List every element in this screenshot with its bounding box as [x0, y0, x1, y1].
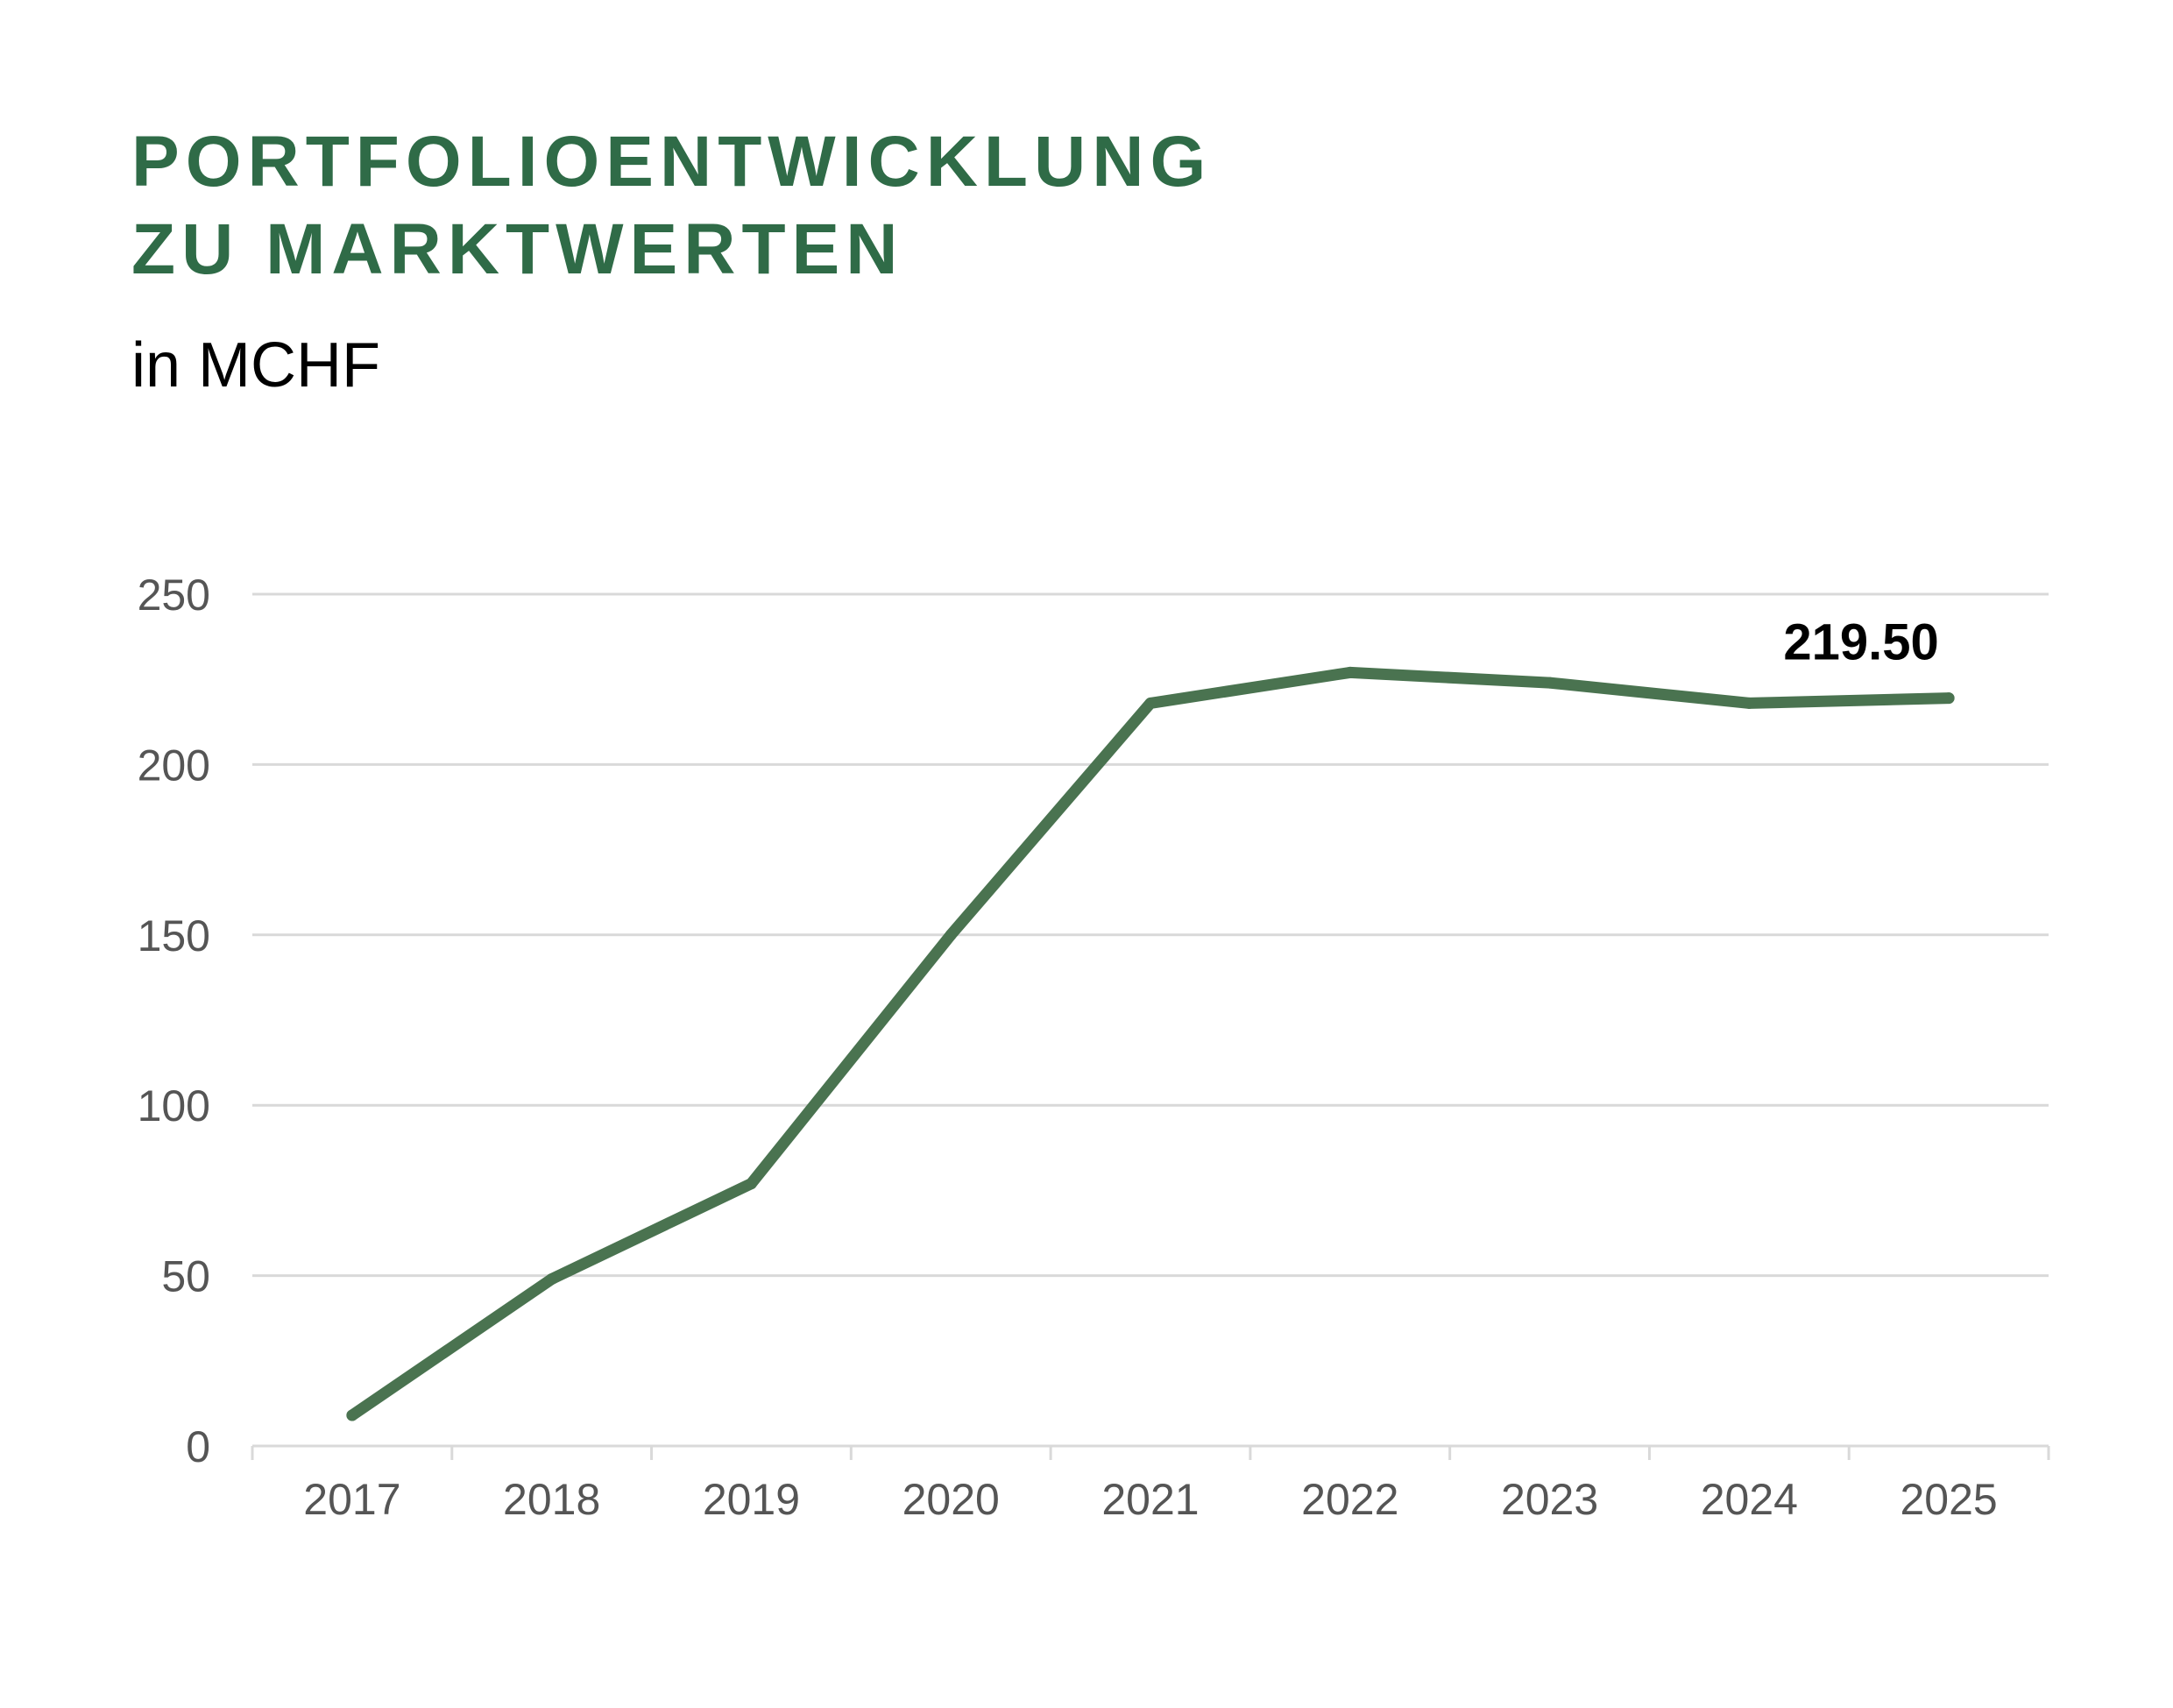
x-tick-label-2024: 2024 [1701, 1475, 1798, 1524]
series-line [346, 666, 1955, 1421]
chart-title-line-1: PORTFOLIOENTWICKLUNG [131, 122, 1213, 202]
x-tick-label-2018: 2018 [503, 1475, 600, 1524]
y-tick-label-250: 250 [138, 571, 210, 620]
x-tick-label-2023: 2023 [1501, 1475, 1598, 1524]
x-axis [251, 1444, 2050, 1460]
chart-subtitle-unit: in MCHF [131, 330, 380, 400]
chart-title: PORTFOLIOENTWICKLUNG ZU MARKTWERTEN [131, 118, 1212, 294]
y-tick-label-150: 150 [138, 911, 210, 960]
data-point-2025 [1943, 692, 1955, 705]
x-tick-label-2017: 2017 [303, 1475, 400, 1524]
data-point-2021 [1144, 697, 1157, 709]
data-labels: 219.50 [1783, 614, 1938, 671]
series-portfolio [346, 666, 1955, 1421]
data-point-2018 [546, 1272, 558, 1285]
y-axis-tick-labels: 0 50 100 150 200 250 [138, 571, 210, 1471]
data-label-2025: 219.50 [1783, 614, 1938, 671]
x-tick-label-2020: 2020 [902, 1475, 1000, 1524]
data-point-2022 [1344, 666, 1356, 678]
x-tick-label-2019: 2019 [703, 1475, 800, 1524]
data-point-2019 [745, 1178, 757, 1190]
x-axis-tick-labels: 2017 2018 2019 2020 2021 2022 2023 2024 2025 [303, 1475, 1997, 1524]
y-tick-label-0: 0 [186, 1422, 210, 1471]
y-tick-label-50: 50 [161, 1252, 210, 1301]
data-point-2023 [1544, 677, 1556, 689]
x-tick-label-2021: 2021 [1101, 1475, 1199, 1524]
data-point-2024 [1743, 697, 1755, 709]
x-tick-label-2025: 2025 [1900, 1475, 1997, 1524]
y-tick-label-100: 100 [138, 1081, 210, 1130]
y-tick-label-200: 200 [138, 741, 210, 790]
gridlines [252, 592, 2049, 1278]
data-point-2020 [945, 929, 957, 941]
data-point-2017 [346, 1409, 358, 1421]
x-tick-label-2022: 2022 [1301, 1475, 1398, 1524]
chart-title-line-2: ZU MARKTWERTEN [131, 209, 904, 289]
